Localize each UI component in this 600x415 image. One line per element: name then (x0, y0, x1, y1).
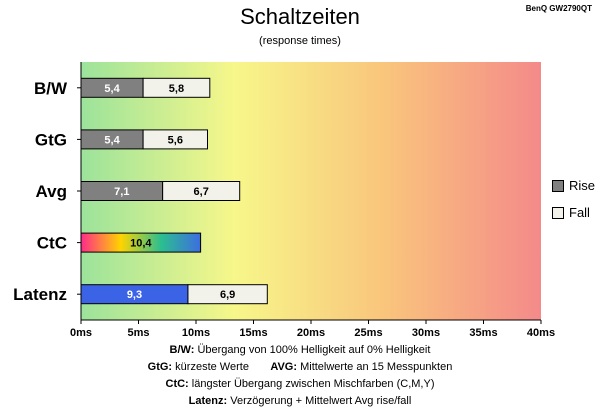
bar-fall-label: 6,7 (194, 186, 209, 198)
footer-key-latenz: Latenz: (188, 395, 228, 407)
x-tick-label: 30ms (412, 327, 440, 339)
bar-fall (142, 77, 211, 98)
bar-fall-label: 5,8 (169, 83, 184, 95)
category-label: GtG (35, 130, 67, 149)
legend-label-rise: Rise (569, 178, 596, 193)
footer-text-latenz: Verzögerung + Mittelwert Avg rise/fall (227, 395, 412, 407)
x-tick-label: 40ms (527, 327, 555, 339)
category-label: Avg (36, 182, 68, 201)
footer-text-bw: Übergang von 100% Helligkeit auf 0% Hell… (194, 344, 431, 356)
footer-line-latenz: Latenz: Verzögerung + Mittelwert Avg ris… (0, 393, 600, 410)
x-tick-label: 15ms (239, 327, 267, 339)
category-label: B/W (34, 79, 68, 98)
bar-fall (187, 284, 268, 305)
chart-title: Schaltzeiten (240, 4, 360, 29)
footer-line-gtg: GtG: kürzeste Werte AVG: Mittelwerte an … (0, 359, 600, 376)
footer-key-bw: B/W: (169, 344, 195, 356)
category-label: CtC (37, 234, 67, 253)
bar-chart: 0ms 5ms 10ms 15ms 20ms 25ms 30ms 35ms 40ms B/W 5,4… (13, 62, 555, 339)
footer-text-gtg: kürzeste Werte (172, 361, 249, 373)
legend-label-fall: Fall (569, 205, 590, 220)
footer-text-avg: Mittelwerte an 15 Messpunkten (297, 361, 453, 373)
legend-swatch-rise (552, 179, 564, 192)
footer-line-bw: B/W: Übergang von 100% Helligkeit auf 0%… (0, 342, 600, 359)
x-tick-label: 5ms (127, 327, 149, 339)
bar-fall (162, 181, 241, 201)
x-tick-label: 20ms (297, 327, 325, 339)
bar-rise (80, 232, 202, 253)
footer-key-ctc: CtC: (165, 378, 189, 390)
legend-item-rise: Rise (552, 178, 595, 193)
chart-subtitle: (response times) (259, 35, 341, 47)
legend-item-fall: Fall (552, 205, 590, 220)
footer-key-avg: AVG: (270, 361, 298, 373)
bar-rise-label: 10,4 (130, 238, 152, 250)
bar-fall-label: 5,6 (168, 134, 183, 146)
x-tick-label: 25ms (354, 327, 382, 339)
x-tick-label: 10ms (182, 327, 210, 339)
bar-fall-label: 6,9 (220, 289, 235, 301)
bar-rise-label: 5,4 (104, 134, 120, 146)
category-label: Latenz (13, 285, 67, 304)
footer-line-ctc: CtC: längster Übergang zwischen Mischfar… (0, 376, 600, 393)
legend-swatch-fall (552, 206, 564, 219)
monitor-model: BenQ GW2790QT (525, 4, 592, 13)
bar-rise-label: 5,4 (104, 83, 120, 95)
bar-rise-label: 9,3 (127, 289, 142, 301)
bar-rise-label: 7,1 (114, 186, 129, 198)
footer-key-gtg: GtG: (147, 361, 173, 373)
x-tick-label: 35ms (469, 327, 497, 339)
x-tick-label: 0ms (70, 327, 92, 339)
footer-text-ctc: längster Übergang zwischen Mischfarben (… (188, 378, 435, 390)
bar-fall (142, 129, 209, 150)
